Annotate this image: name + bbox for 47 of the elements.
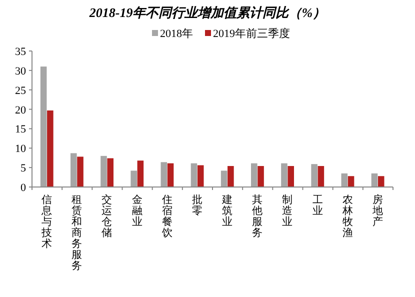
bar: [167, 163, 174, 187]
chart-title: 2018-19年不同行业增加值累计同比（%）: [88, 5, 326, 20]
bar: [258, 166, 264, 187]
bar: [197, 165, 204, 187]
y-tick-label: 0: [20, 182, 26, 194]
x-tick-label: 工业: [312, 194, 324, 217]
bar: [160, 162, 168, 187]
bar: [40, 66, 47, 187]
bar: [378, 176, 384, 187]
x-tick-label: 农林牧渔: [341, 194, 354, 239]
bar: [281, 163, 288, 187]
y-tick-label: 30: [15, 65, 26, 78]
x-tick-label: 金融业: [132, 194, 143, 228]
x-tick-label: 交运仓储: [102, 193, 113, 239]
bar: [311, 164, 318, 187]
y-tick-label: 10: [15, 143, 26, 156]
bar: [220, 170, 228, 187]
bar: [190, 163, 198, 187]
x-tick-label: 制造业: [282, 193, 294, 228]
bar: [100, 156, 107, 187]
bar: [77, 156, 84, 187]
x-tick-label: 批零: [192, 194, 203, 217]
bar: [130, 170, 137, 187]
bar: [107, 158, 114, 187]
legend-label: 2019年前三季度: [213, 27, 290, 40]
bar: [70, 153, 77, 187]
x-tick-label: 租赁和商务服务: [72, 194, 83, 272]
bar: [318, 166, 324, 187]
bar: [371, 173, 378, 187]
y-tick-label: 35: [15, 46, 26, 58]
x-tick-label: 住宿餐饮: [160, 194, 173, 239]
x-tick-label: 房地产: [371, 193, 384, 228]
legend-label: 2018年: [160, 28, 193, 40]
bar: [348, 176, 354, 187]
bar: [137, 160, 144, 187]
bar: [47, 110, 54, 187]
y-tick-label: 25: [15, 84, 26, 97]
x-tick-label: 建筑业: [221, 193, 234, 228]
x-tick-label: 其他服务: [252, 193, 264, 239]
bar: [288, 166, 294, 187]
bar: [341, 173, 348, 187]
y-tick-label: 5: [20, 162, 26, 175]
y-tick-label: 20: [15, 104, 26, 116]
y-tick-label: 15: [15, 124, 26, 136]
bar: [228, 166, 234, 187]
bar: [251, 163, 258, 187]
x-tick-label: 信息与技术: [40, 194, 53, 250]
